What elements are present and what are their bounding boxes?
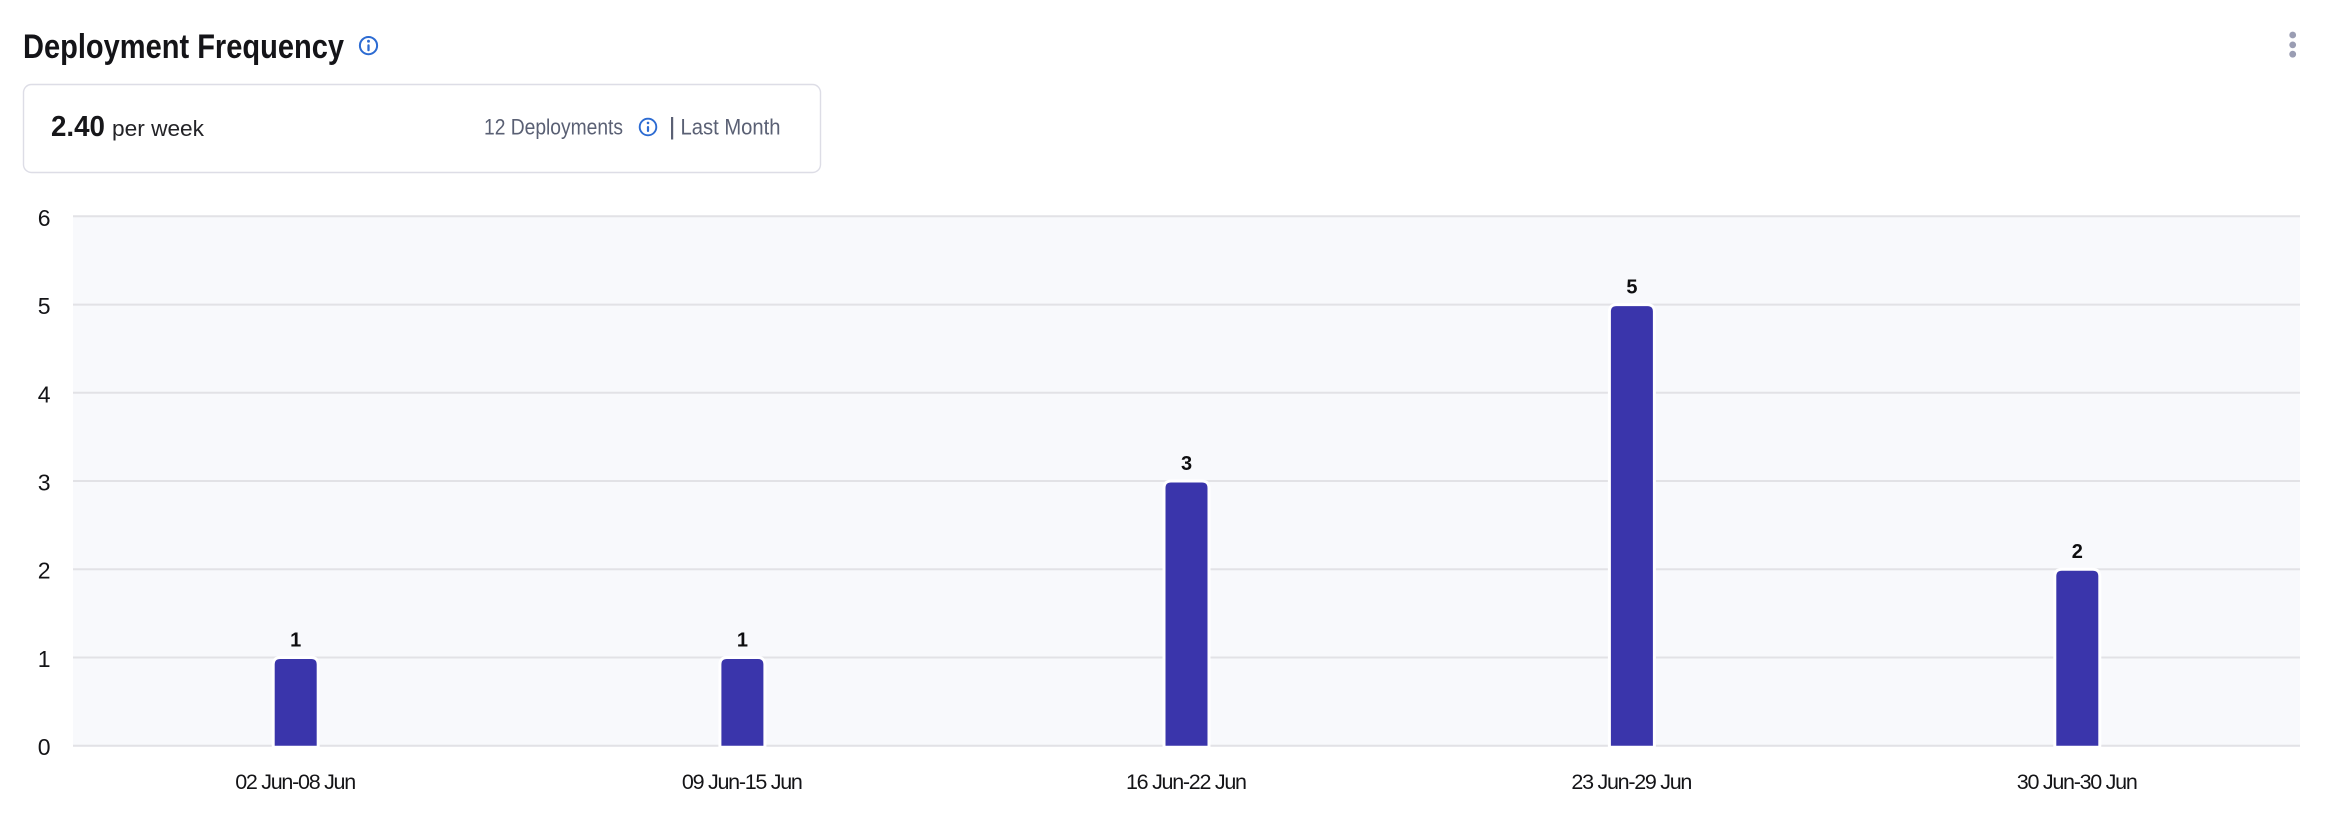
svg-text:30 Jun-30 Jun: 30 Jun-30 Jun <box>2017 770 2138 794</box>
svg-text:5: 5 <box>38 293 51 319</box>
svg-text:Last Month: Last Month <box>681 115 781 140</box>
svg-text:2: 2 <box>38 558 51 584</box>
svg-text:1: 1 <box>38 646 51 672</box>
svg-text:per week: per week <box>112 116 205 141</box>
svg-text:2.40: 2.40 <box>51 111 105 143</box>
svg-text:1: 1 <box>290 630 301 652</box>
svg-text:1: 1 <box>737 630 748 652</box>
svg-text:6: 6 <box>38 205 51 231</box>
svg-text:3: 3 <box>38 470 51 496</box>
svg-text:12 Deployments: 12 Deployments <box>484 115 623 140</box>
svg-text:0: 0 <box>38 734 51 760</box>
svg-text:5: 5 <box>1626 277 1637 299</box>
svg-text:2: 2 <box>2072 541 2083 563</box>
svg-text:16 Jun-22 Jun: 16 Jun-22 Jun <box>1126 770 1247 794</box>
svg-text:4: 4 <box>38 381 51 407</box>
svg-text:3: 3 <box>1181 453 1192 475</box>
svg-text:Deployment Frequency: Deployment Frequency <box>23 28 344 66</box>
svg-text:09 Jun-15 Jun: 09 Jun-15 Jun <box>682 770 803 794</box>
svg-text:02 Jun-08 Jun: 02 Jun-08 Jun <box>235 770 356 794</box>
svg-text:23 Jun-29 Jun: 23 Jun-29 Jun <box>1571 770 1692 794</box>
